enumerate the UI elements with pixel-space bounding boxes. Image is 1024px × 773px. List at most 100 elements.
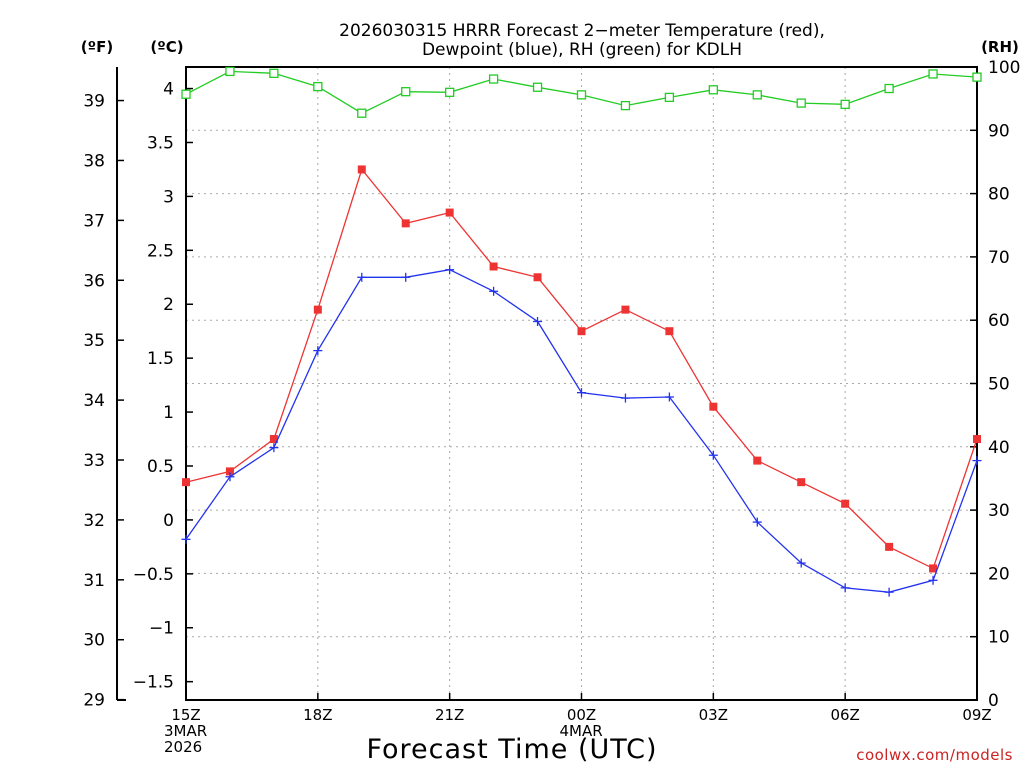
dewpoint-data-point	[664, 392, 674, 402]
x-tick-label: 4MAR	[560, 722, 603, 740]
fahrenheit-tick-label: 39	[83, 92, 105, 112]
rh-data-point	[972, 72, 982, 82]
x-tick-label: 2026	[164, 738, 202, 756]
x-tick-label: 3MAR	[164, 722, 207, 740]
temperature-data-point	[753, 456, 762, 465]
rh-tick-label: 0	[988, 691, 999, 711]
dewpoint-data-point	[708, 450, 718, 460]
temperature-data-point	[709, 402, 718, 411]
dewpoint-data-point	[928, 575, 938, 585]
temperature-data-point	[665, 327, 674, 336]
celsius-tick-label: 0.5	[147, 457, 174, 477]
rh-tick-label: 50	[988, 375, 1010, 395]
rh-data-point	[269, 68, 279, 78]
rh-tick-label: 20	[988, 564, 1010, 584]
celsius-tick-label: −1	[149, 619, 174, 639]
rh-data-point	[445, 87, 455, 97]
series-layer	[181, 66, 982, 597]
temperature-data-point	[929, 564, 938, 573]
x-tick-label: 18Z	[303, 706, 332, 724]
dewpoint-data-point	[796, 558, 806, 568]
grid-layer	[186, 67, 977, 700]
rh-tick-label: 40	[988, 438, 1010, 458]
celsius-tick-label: 0	[163, 511, 174, 531]
celsius-tick-label: 2.5	[147, 241, 174, 261]
x-tick-label: 00Z	[567, 706, 596, 724]
dewpoint-data-point	[884, 587, 894, 597]
rh-data-point	[840, 99, 850, 109]
rh-data-point	[532, 82, 543, 92]
celsius-tick-label: −1.5	[133, 673, 174, 693]
rh-data-point	[708, 85, 718, 95]
fahrenheit-tick-label: 34	[83, 391, 105, 411]
chart-title-line2: Dewpoint (blue), RH (green) for KDLH	[422, 40, 742, 60]
temperature-data-point	[401, 219, 410, 228]
celsius-tick-label: 2	[163, 295, 174, 315]
dewpoint-data-point	[225, 472, 235, 482]
x-axis-title: Forecast Time (UTC)	[366, 734, 657, 765]
fahrenheit-tick-label: 29	[83, 691, 105, 711]
celsius-tick-label: 4	[163, 80, 174, 100]
temperature-data-point	[225, 467, 234, 476]
rh-data-point	[488, 74, 499, 84]
fahrenheit-tick-label: 30	[83, 631, 105, 651]
rh-data-point	[928, 69, 938, 79]
rh-data-point	[357, 108, 367, 118]
celsius-tick-label: 1	[163, 403, 174, 423]
credit-text: coolwx.com/models	[856, 746, 1013, 764]
dewpoint-data-point	[840, 583, 850, 593]
rh-data-point	[664, 92, 675, 103]
rh-data-point	[796, 98, 806, 108]
dewpoint-data-point	[620, 393, 630, 403]
rh-tick-label: 100	[988, 58, 1020, 78]
dewpoint-data-point	[577, 388, 586, 398]
temperature-data-point	[357, 165, 366, 174]
celsius-tick-label: −0.5	[133, 565, 174, 585]
fahrenheit-unit-label: (ºF)	[81, 38, 113, 56]
temperature-data-point	[841, 499, 850, 508]
celsius-tick-label: 1.5	[147, 349, 174, 369]
dewpoint-series-line	[185, 269, 978, 593]
chart-title-line1: 2026030315 HRRR Forecast 2−meter Tempera…	[339, 21, 825, 41]
temperature-data-point	[445, 208, 454, 217]
fahrenheit-tick-label: 35	[83, 331, 105, 351]
rh-data-point	[752, 90, 762, 100]
rh-data-point	[401, 87, 411, 97]
fahrenheit-tick-label: 33	[83, 451, 105, 471]
dewpoint-data-point	[489, 286, 499, 296]
temperature-data-point	[797, 478, 806, 487]
fahrenheit-tick-label: 37	[83, 211, 105, 231]
temperature-data-point	[973, 435, 981, 444]
x-tick-label: 03Z	[699, 706, 728, 724]
rh-data-point	[576, 90, 587, 100]
rh-unit-label: (RH)	[981, 38, 1019, 56]
dewpoint-data-point	[269, 443, 279, 453]
rh-tick-label: 30	[988, 501, 1010, 521]
temperature-data-point	[885, 542, 894, 551]
rh-tick-label: 80	[988, 185, 1010, 205]
temperature-data-point	[621, 305, 630, 314]
fahrenheit-tick-label: 36	[83, 271, 105, 291]
rh-data-point	[181, 89, 191, 99]
x-tick-label: 09Z	[962, 706, 991, 724]
x-tick-label: 06Z	[830, 706, 859, 724]
rh-tick-label: 90	[988, 121, 1010, 141]
dewpoint-data-point	[181, 534, 191, 544]
celsius-unit-label: (ºC)	[150, 38, 183, 56]
rh-data-point	[620, 100, 631, 111]
rh-data-point	[225, 66, 235, 77]
celsius-tick-label: 3.5	[147, 133, 174, 153]
rh-data-point	[884, 83, 894, 94]
fahrenheit-tick-label: 32	[83, 511, 105, 531]
dewpoint-data-point	[401, 272, 411, 282]
fahrenheit-tick-label: 31	[83, 571, 105, 591]
temperature-data-point	[489, 262, 498, 271]
rh-tick-label: 10	[988, 628, 1010, 648]
rh-data-point	[313, 81, 323, 92]
rh-tick-label: 70	[988, 248, 1010, 268]
dewpoint-data-point	[972, 456, 982, 466]
fahrenheit-tick-label: 38	[83, 151, 105, 171]
celsius-tick-label: 3	[163, 187, 174, 207]
temperature-data-point	[269, 435, 278, 444]
